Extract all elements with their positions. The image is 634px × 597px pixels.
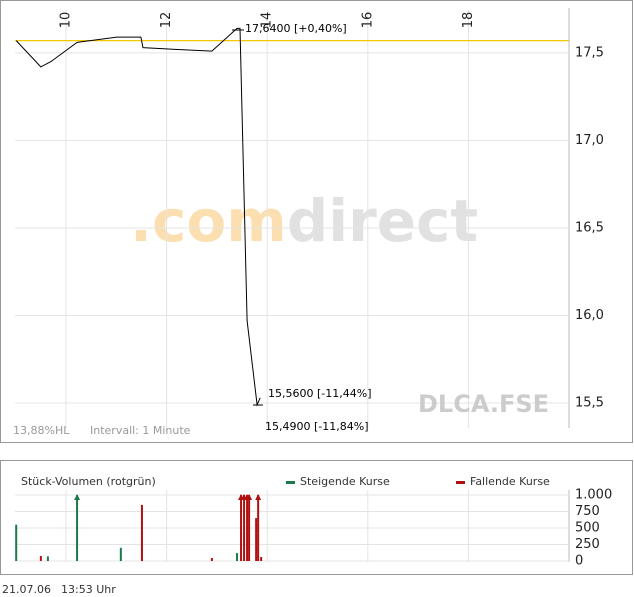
price-frame [0, 0, 633, 443]
y-tick-label: 1.000 [575, 488, 612, 503]
y-tick-label: 16,0 [575, 308, 604, 323]
volume-bar [76, 495, 79, 561]
y-tick-label: 17,0 [575, 133, 604, 148]
annotation: 15,4900 [-11,84%] [265, 420, 368, 433]
volume-bar [140, 504, 143, 561]
overflow-arrow [74, 494, 81, 500]
y-tick-label: 16,5 [575, 220, 604, 235]
footer-date: 21.07.06 [2, 583, 51, 596]
watermark-part: .com [130, 187, 287, 255]
volume-bar [246, 495, 249, 561]
price-line [15, 27, 261, 407]
y-tick-label: 0 [575, 554, 583, 569]
y-tick-label: 750 [575, 504, 600, 519]
legend-label: Steigende Kurse [300, 475, 390, 488]
x-tick-label: 18 [461, 12, 476, 29]
volume-bar [119, 547, 122, 561]
volume-bar [46, 556, 49, 561]
legend-swatch [286, 481, 295, 484]
x-tick-label: 16 [360, 12, 375, 29]
y-tick-label: 500 [575, 521, 600, 536]
volume-bar [257, 495, 260, 561]
watermark-part: direct [287, 187, 478, 255]
volume-bar [210, 558, 213, 561]
volume-bar [260, 557, 263, 561]
y-tick-label: 15,5 [575, 396, 604, 411]
volume-bar [15, 524, 18, 561]
annotation: 17,6400 [+0,40%] [245, 22, 347, 35]
footer-time: 13:53 Uhr [61, 583, 116, 596]
volume-bar [248, 495, 251, 561]
annotation: 15,5600 [-11,44%] [268, 387, 371, 400]
x-tick-label: 10 [59, 12, 74, 29]
x-tick-label: 12 [159, 12, 174, 29]
volume-frame [0, 460, 633, 575]
legend-swatch [456, 481, 465, 484]
volume-bar [255, 518, 258, 561]
volume-bar [236, 553, 239, 561]
annotation: 13,88%HL [13, 424, 70, 437]
watermark: .comdirect [130, 187, 478, 255]
volume-title: Stück-Volumen (rotgrün) [21, 475, 156, 488]
y-tick-label: 17,5 [575, 45, 604, 60]
overflow-arrow [246, 494, 253, 500]
x-tick-label: 14 [260, 12, 275, 29]
volume-bar [240, 495, 243, 561]
volume-bar [243, 495, 246, 561]
volume-bar [39, 556, 42, 561]
legend-label: Fallende Kurse [470, 475, 550, 488]
overflow-arrow [255, 494, 262, 500]
y-tick-label: 250 [575, 537, 600, 552]
annotation: Intervall: 1 Minute [90, 424, 191, 437]
annotation: DLCA.FSE [418, 390, 549, 418]
